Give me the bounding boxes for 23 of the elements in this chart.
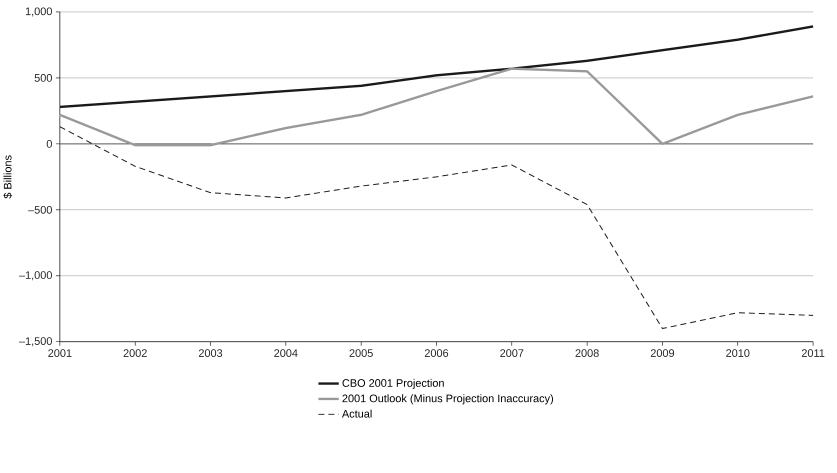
x-tick-label: 2005: [350, 349, 373, 357]
x-tick-label: 2009: [650, 349, 674, 357]
y-tick-label: –1,500: [19, 337, 52, 346]
y-tick-label: 0: [46, 140, 52, 148]
x-tick-label: 2003: [198, 349, 222, 357]
x-tick-label: 2004: [274, 349, 298, 357]
x-tick-label: 2011: [802, 349, 824, 357]
y-tick-label: –1,000: [19, 271, 52, 280]
y-axis-title: $ Billions: [3, 155, 12, 198]
legend-label: CBO 2001 Projection: [342, 378, 444, 389]
x-tick-label: 2010: [726, 349, 750, 357]
x-tick-label: 2002: [124, 349, 147, 357]
x-tick-label: 2008: [576, 349, 599, 357]
y-tick-label: 500: [34, 74, 52, 82]
line-series: [58, 67, 814, 146]
y-tick-label: –500: [28, 206, 52, 214]
legend-label: 2001 Outlook (Minus Projection Inaccuracy): [342, 394, 554, 404]
y-tick-label: 1,000: [26, 7, 52, 16]
x-tick-label: 2007: [500, 349, 524, 357]
legend-label: Actual: [342, 409, 372, 418]
line-series: [59, 126, 814, 329]
x-tick-label: 2006: [424, 349, 448, 357]
x-tick-label: 2001: [48, 349, 72, 357]
